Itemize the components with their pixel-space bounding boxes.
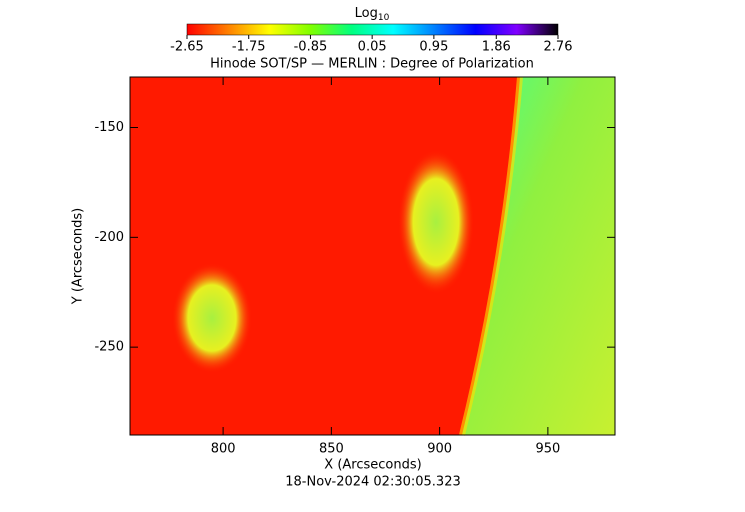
colorbar-label: Log10	[355, 6, 390, 23]
limb	[459, 76, 523, 436]
plot-frame	[129, 76, 616, 436]
x-tick-label: 900	[427, 442, 452, 457]
colorbar-label-base: Log	[355, 6, 378, 21]
y-axis-label: Y (Arcseconds)	[71, 208, 86, 305]
y-tick-label: -250	[94, 340, 124, 355]
x-tick-label: 800	[211, 442, 236, 457]
sunspot	[398, 150, 474, 294]
footer: 18-Nov-2024 02:30:05.323	[285, 475, 461, 490]
colorbar-tick-label: -2.65	[170, 40, 204, 55]
colorbar-tick-label: 0.95	[419, 40, 448, 55]
y-tick-label: -200	[94, 230, 124, 245]
y-tick-label: -150	[94, 120, 124, 135]
sunspot	[172, 263, 252, 373]
x-tick-label: 950	[535, 442, 560, 457]
off-limb-region	[462, 77, 615, 435]
colorbar-tick-label: -1.75	[232, 40, 266, 55]
colorbar-label-sub: 10	[378, 13, 390, 23]
colorbar-tick-label: -0.85	[294, 40, 328, 55]
chart-title: Hinode SOT/SP — MERLIN : Degree of Polar…	[210, 57, 534, 72]
colorbar	[186, 23, 559, 36]
image	[130, 76, 615, 436]
colorbar-tick-label: 1.86	[482, 40, 511, 55]
colorbar-tick-label: 0.05	[358, 40, 387, 55]
x-tick-label: 850	[319, 442, 344, 457]
x-axis-label: X (Arcseconds)	[324, 458, 421, 473]
colorbar-tick-label: 2.76	[544, 40, 573, 55]
